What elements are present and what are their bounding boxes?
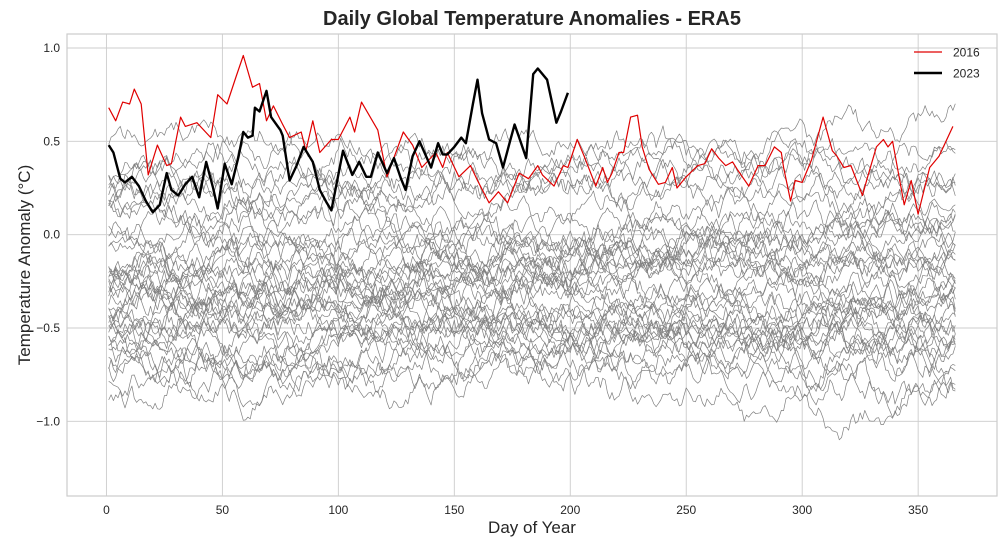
series-line-2010 — [108, 171, 956, 271]
y-tick-label: 0.0 — [43, 228, 60, 242]
plot-frame — [66, 33, 998, 497]
series-line-1999 — [108, 290, 956, 364]
chart-title: Daily Global Temperature Anomalies - ERA… — [323, 8, 741, 30]
series-line-2012 — [108, 199, 956, 284]
series-line-2000 — [108, 265, 956, 349]
series-line-1996 — [108, 280, 956, 380]
series-line-1994 — [108, 269, 956, 371]
series-line-2007 — [108, 180, 956, 332]
x-tick-label: 300 — [792, 503, 812, 517]
series-line-2013 — [108, 205, 956, 265]
legend-label-2016: 2016 — [953, 46, 980, 60]
series-line-2023 — [107, 67, 570, 214]
y-tick-label: 1.0 — [43, 41, 60, 55]
x-tick-label: 100 — [328, 503, 348, 517]
grid — [67, 34, 997, 496]
x-axis-ticks: 0 50 100 150 200 250 300 350 — [103, 503, 928, 517]
series-line-2016 — [108, 54, 954, 215]
series-line-1993 — [108, 329, 956, 408]
series-line-2014 — [108, 173, 956, 250]
series-line-1997 — [108, 201, 956, 343]
x-tick-label: 0 — [103, 503, 110, 517]
series-line-1998 — [108, 190, 956, 344]
series-line-2004 — [108, 239, 956, 299]
series-line-2019 — [108, 125, 956, 187]
series-line-1984 — [108, 325, 956, 418]
legend: 2016 2023 — [914, 46, 980, 81]
x-tick-label: 150 — [444, 503, 464, 517]
series-line-1979 — [108, 312, 956, 388]
y-tick-label: −0.5 — [36, 321, 60, 335]
series-line-2017 — [108, 131, 956, 206]
highlight-series-group — [107, 54, 954, 215]
legend-label-2023: 2023 — [953, 67, 980, 81]
series-line-2005 — [108, 206, 956, 283]
x-axis-label: Day of Year — [488, 518, 576, 537]
series-line-1992 — [108, 320, 956, 441]
y-axis-ticks: 1.0 0.5 0.0 −0.5 −1.0 — [36, 41, 60, 428]
x-tick-label: 200 — [560, 503, 580, 517]
x-tick-label: 50 — [216, 503, 230, 517]
series-line-2021 — [108, 138, 956, 223]
x-tick-label: 350 — [908, 503, 928, 517]
background-series-group — [108, 103, 956, 441]
series-line-2008 — [108, 256, 956, 335]
y-tick-label: 0.5 — [43, 134, 60, 148]
series-line-2018 — [108, 162, 956, 223]
series-line-2022 — [108, 133, 956, 218]
series-line-1985 — [108, 341, 956, 421]
x-tick-label: 250 — [676, 503, 696, 517]
series-line-2015 — [108, 103, 956, 218]
series-line-2002 — [108, 226, 956, 295]
series-line-1980 — [108, 276, 956, 369]
series-line-1995 — [108, 264, 956, 352]
y-axis-label: Temperature Anomaly (°C) — [15, 165, 34, 365]
series-line-1989 — [108, 306, 956, 397]
y-tick-label: −1.0 — [36, 414, 60, 428]
series-line-2011 — [108, 223, 956, 292]
